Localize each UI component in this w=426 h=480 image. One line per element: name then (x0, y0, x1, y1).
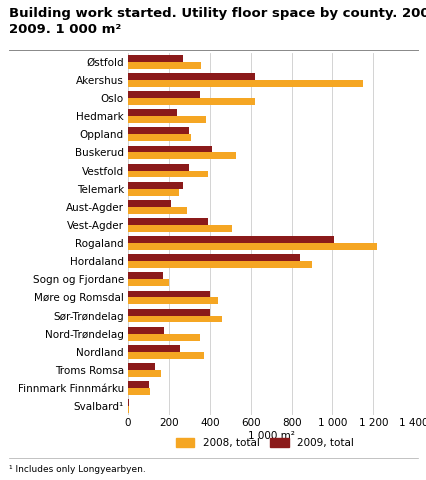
Bar (128, 388, 149, 395)
Legend: 2008, total, 2009, total: 2008, total, 2009, total (175, 438, 353, 448)
Bar (128, 55, 183, 62)
Bar (128, 399, 129, 406)
Bar (128, 73, 254, 80)
Bar (128, 116, 205, 123)
Bar (128, 98, 254, 105)
Bar (128, 189, 179, 195)
Bar (128, 406, 129, 413)
Bar (128, 243, 377, 250)
Bar (128, 134, 191, 141)
Bar (128, 128, 189, 134)
Bar (128, 62, 200, 69)
Bar (128, 170, 207, 178)
Bar (128, 370, 161, 377)
Bar (128, 315, 222, 323)
Bar (128, 153, 236, 159)
Bar (128, 309, 209, 315)
Bar (128, 298, 218, 304)
Bar (128, 109, 177, 116)
Bar (128, 261, 311, 268)
Bar (128, 207, 187, 214)
X-axis label: 1 000 m²: 1 000 m² (247, 431, 294, 441)
Bar (128, 218, 207, 225)
Bar (128, 236, 334, 243)
Text: Building work started. Utility floor space by county. 2008 and
2009. 1 000 m²: Building work started. Utility floor spa… (9, 7, 426, 36)
Bar (128, 273, 162, 279)
Bar (128, 352, 203, 359)
Bar (128, 363, 154, 370)
Bar (128, 345, 180, 352)
Bar (128, 279, 169, 286)
Bar (128, 145, 211, 153)
Bar (128, 225, 232, 232)
Bar (128, 164, 189, 170)
Bar (128, 91, 199, 98)
Bar (128, 182, 183, 189)
Bar (128, 381, 148, 388)
Bar (128, 290, 209, 298)
Bar (128, 80, 362, 87)
Bar (128, 254, 299, 261)
Bar (128, 334, 199, 340)
Bar (128, 200, 170, 207)
Bar (128, 327, 164, 334)
Text: ¹ Includes only Longyearbyen.: ¹ Includes only Longyearbyen. (9, 465, 145, 474)
